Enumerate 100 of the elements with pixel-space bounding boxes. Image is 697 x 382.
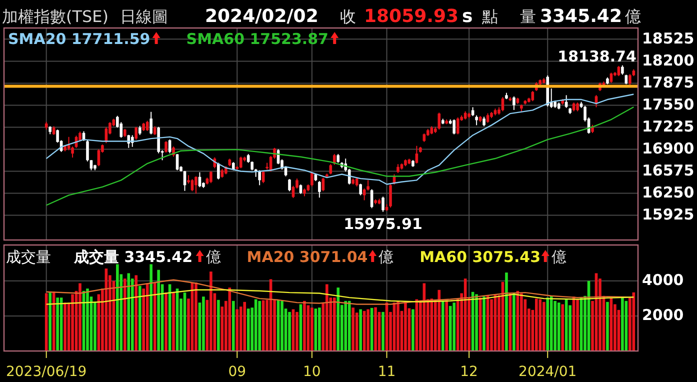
candlestick (258, 170, 261, 186)
candlestick (318, 180, 321, 198)
y-tick-label: 2000 (642, 306, 684, 324)
candlestick (134, 126, 138, 140)
text: 2024/02/02 (205, 6, 318, 27)
y-tick-label: 17550 (642, 95, 694, 114)
line-series (46, 279, 634, 305)
bar (550, 296, 553, 351)
bar (538, 299, 542, 351)
bar (448, 306, 452, 351)
y-tick-label: 16900 (642, 139, 694, 158)
candlestick (310, 172, 314, 187)
bar (505, 272, 508, 351)
bar (452, 302, 456, 351)
bar (64, 302, 66, 351)
text: s (462, 6, 473, 27)
text: 量 (520, 7, 536, 26)
candlestick (512, 96, 516, 110)
bar (412, 309, 414, 351)
text: 18059.93 (364, 6, 459, 27)
bar (134, 275, 138, 351)
y-tick-label: 17875 (642, 73, 694, 92)
bar (445, 300, 448, 351)
bar (258, 300, 261, 351)
bar (359, 309, 362, 351)
text: 收 (340, 7, 356, 26)
x-tick-label: 12 (460, 364, 478, 380)
bar (116, 264, 119, 351)
candlestick (438, 112, 441, 130)
y-tick-label: 15925 (642, 205, 694, 224)
y-tick-label: 16250 (642, 183, 694, 202)
text: 億 (551, 248, 566, 266)
candlestick (210, 170, 212, 184)
candlestick (621, 64, 624, 76)
candlestick (482, 116, 486, 127)
candlestick (475, 114, 478, 126)
annotation: 15975.91 (344, 214, 422, 233)
candlestick (90, 160, 93, 171)
bar (48, 292, 52, 351)
bar (438, 290, 441, 351)
bar (512, 293, 516, 351)
bar (546, 298, 550, 351)
y-tick-label: 16575 (642, 161, 694, 180)
candlestick (389, 184, 392, 208)
bar (621, 298, 624, 351)
line-series (46, 94, 634, 185)
bar (475, 294, 478, 351)
bar (520, 293, 523, 351)
bar (194, 282, 198, 351)
text: SMA20 17711.59 (8, 30, 150, 48)
bar (246, 308, 250, 351)
candlestick (486, 112, 490, 124)
series-label: 成交量 3345.42 (73, 248, 193, 266)
bar (366, 309, 370, 351)
candlestick (168, 138, 172, 154)
bar (236, 309, 239, 351)
bar (127, 273, 130, 351)
candlestick (628, 74, 632, 86)
bar (56, 298, 59, 351)
y-axis-title: 成交量 (6, 248, 51, 266)
x-tick-label: 10 (303, 364, 321, 380)
candlestick (382, 196, 384, 212)
candlestick (610, 72, 613, 84)
bar (382, 312, 384, 351)
bar (490, 299, 493, 351)
candlestick (299, 184, 302, 194)
candlestick (138, 125, 142, 136)
bar (202, 296, 205, 351)
bar (172, 292, 175, 351)
candlestick (370, 188, 374, 209)
candlestick (288, 178, 291, 192)
bar (344, 300, 348, 351)
bar (228, 288, 232, 351)
y-tick-label: 18525 (642, 29, 694, 48)
candlestick (452, 118, 456, 135)
line-series (46, 106, 634, 206)
bar (164, 292, 168, 351)
bar (71, 294, 74, 351)
bar (576, 299, 579, 351)
bar (217, 300, 220, 351)
bar (210, 272, 212, 351)
text: 億 (625, 7, 641, 26)
bar (561, 304, 564, 351)
candlestick (86, 140, 89, 162)
bar (303, 300, 306, 351)
bar (280, 300, 284, 351)
candlestick (150, 111, 152, 135)
candlestick (624, 74, 628, 85)
candlestick (415, 145, 418, 164)
text: 億 (378, 248, 394, 266)
chart-subtitle: 日線圖 (120, 7, 168, 26)
bar (606, 302, 609, 351)
annotation: 億 (206, 248, 221, 266)
bar (482, 296, 486, 351)
candlestick (164, 140, 168, 154)
x-tick-label: 11 (378, 364, 396, 380)
series-label: MA20 3071.04 (246, 248, 368, 266)
bar (123, 278, 126, 351)
y-tick-label: 4000 (642, 271, 684, 290)
candlestick (332, 153, 336, 166)
